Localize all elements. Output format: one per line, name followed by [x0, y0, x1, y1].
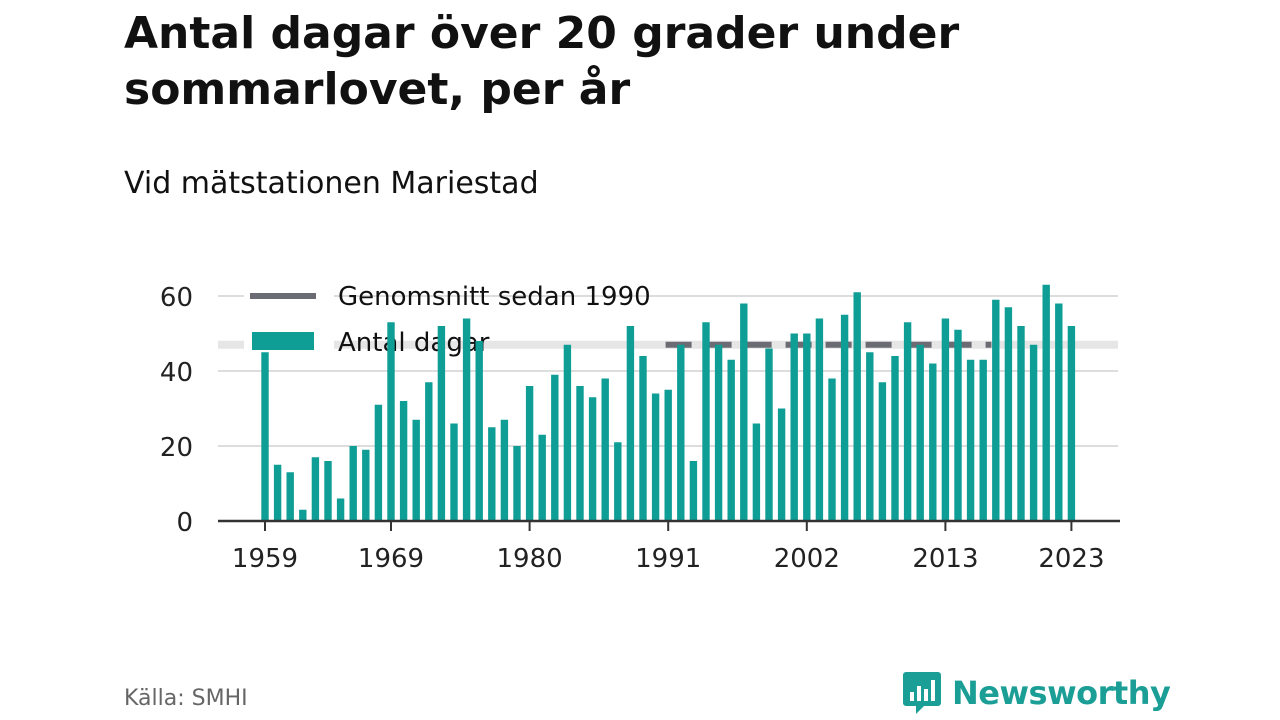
bar	[966, 359, 975, 521]
bar	[954, 329, 962, 521]
bars	[261, 284, 1076, 521]
bar	[324, 461, 332, 521]
y-tick-label: 60	[160, 283, 193, 313]
bar	[588, 397, 597, 521]
bar	[551, 374, 559, 521]
bar	[626, 326, 635, 521]
bar	[903, 322, 912, 521]
bar	[374, 404, 383, 521]
chart-subtitle: Vid mätstationen Mariestad	[124, 166, 539, 201]
bar	[349, 446, 357, 521]
bar	[929, 363, 937, 521]
bar	[815, 318, 824, 521]
bar	[1029, 344, 1038, 521]
brand-logo: Newsworthy	[902, 670, 1171, 716]
bar	[664, 389, 672, 521]
bar	[992, 299, 1000, 521]
chat-bar-chart-icon	[903, 672, 941, 714]
x-tick-label: 1980	[497, 544, 563, 574]
bar	[1017, 326, 1025, 521]
bar	[1067, 326, 1076, 521]
x-tick-label: 1969	[358, 544, 424, 574]
bar	[702, 322, 710, 521]
bar	[362, 449, 370, 521]
bar	[563, 344, 572, 521]
bar	[387, 322, 395, 521]
bar	[790, 333, 798, 521]
bar	[1055, 303, 1063, 521]
bar	[891, 356, 899, 521]
bar-chart: Genomsnitt sedan 1990 Antal dagar 020406…	[160, 280, 1120, 574]
bar	[916, 344, 924, 521]
chart-title: Antal dagar över 20 grader under sommarl…	[124, 8, 960, 115]
bar	[639, 356, 647, 521]
bar	[399, 401, 408, 521]
bar	[740, 303, 748, 521]
bar	[853, 292, 861, 521]
bar	[261, 352, 269, 521]
bar	[614, 442, 622, 521]
x-tick-label: 2013	[912, 544, 978, 574]
bar	[765, 348, 773, 521]
bar	[273, 464, 282, 521]
legend-label-average: Genomsnitt sedan 1990	[338, 282, 651, 312]
bar	[714, 344, 723, 521]
bar	[777, 408, 786, 521]
y-axis-ticks: 0 20 40 60	[160, 283, 193, 538]
bar	[488, 427, 496, 521]
bar	[525, 386, 534, 521]
brand-name: Newsworthy	[952, 674, 1171, 712]
bar	[601, 378, 609, 521]
bar	[866, 352, 874, 521]
bar	[425, 382, 433, 521]
y-tick-label: 0	[176, 508, 193, 538]
bar	[752, 423, 761, 521]
x-tick-label: 1959	[232, 544, 298, 574]
y-tick-label: 40	[160, 358, 193, 388]
bar	[941, 318, 950, 521]
bar	[311, 457, 320, 521]
bar	[462, 318, 471, 521]
bar	[828, 378, 836, 521]
source-note: Källa: SMHI	[124, 686, 248, 711]
x-axis-ticks: 1959 1969 1980 1991 2002 2013 2023	[232, 521, 1104, 574]
bar	[450, 423, 458, 521]
bar	[727, 359, 735, 521]
bar	[689, 461, 698, 521]
bar	[286, 472, 294, 521]
bar	[878, 382, 887, 521]
bar	[475, 341, 483, 521]
legend-swatch-bars	[252, 332, 314, 350]
bar	[840, 314, 849, 521]
bar	[1042, 284, 1050, 521]
bar	[803, 333, 811, 521]
x-tick-label: 2002	[774, 544, 840, 574]
bar	[437, 326, 446, 521]
x-tick-label: 1991	[635, 544, 701, 574]
bar	[513, 446, 521, 521]
bar	[651, 393, 660, 521]
bar	[412, 419, 420, 521]
bar	[538, 434, 546, 521]
bar	[336, 498, 345, 521]
bar	[576, 386, 584, 521]
bar	[1004, 307, 1013, 521]
x-tick-label: 2023	[1038, 544, 1104, 574]
bar	[979, 359, 987, 521]
y-tick-label: 20	[160, 433, 193, 463]
bar	[299, 509, 307, 521]
bar	[677, 344, 685, 521]
bar	[500, 419, 509, 521]
